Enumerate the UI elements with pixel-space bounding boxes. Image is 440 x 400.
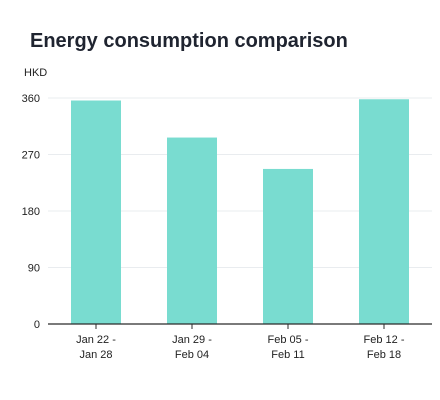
x-tick-label: Jan 29 - [172, 334, 212, 346]
x-tick-label: Feb 18 [367, 349, 401, 361]
y-tick-label: 180 [22, 206, 40, 218]
y-tick-label: 270 [22, 150, 40, 162]
chart-title: Energy consumption comparison [30, 30, 348, 52]
y-tick-label: 0 [34, 319, 40, 331]
y-tick-label: 90 [28, 263, 40, 275]
x-tick-label: Feb 12 - [364, 334, 405, 346]
y-axis-unit-label: HKD [24, 67, 48, 79]
x-tick-label: Feb 05 - [268, 334, 309, 346]
bar [71, 100, 121, 324]
bar [167, 137, 217, 324]
x-tick-label: Jan 22 - [76, 334, 116, 346]
bar [263, 168, 313, 324]
x-tick-label: Feb 04 [175, 349, 209, 361]
bar [359, 99, 409, 324]
y-tick-label: 360 [22, 93, 40, 105]
x-tick-label: Jan 28 [79, 349, 112, 361]
x-tick-label: Feb 11 [271, 349, 304, 361]
